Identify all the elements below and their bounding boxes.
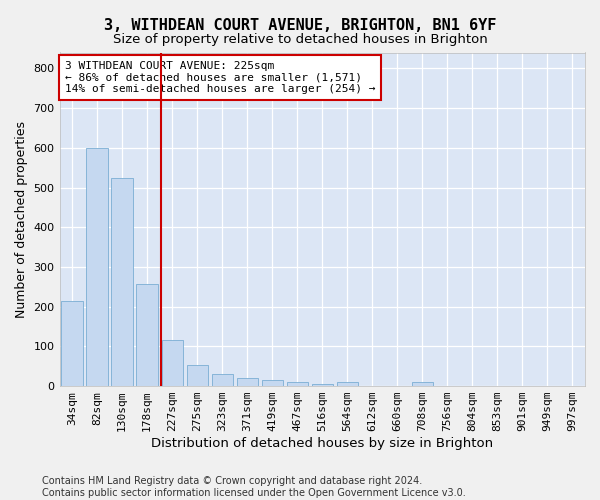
Bar (112, 178, 133, 386)
Bar (412, 382, 433, 386)
Y-axis label: Number of detached properties: Number of detached properties (15, 121, 28, 318)
Bar (61, 300, 83, 386)
X-axis label: Distribution of detached houses by size in Brighton: Distribution of detached houses by size … (151, 437, 493, 450)
Text: Contains HM Land Registry data © Crown copyright and database right 2024.
Contai: Contains HM Land Registry data © Crown c… (42, 476, 466, 498)
Bar (262, 380, 283, 386)
Bar (311, 384, 333, 386)
Bar (236, 378, 258, 386)
Bar (337, 382, 358, 386)
Bar (86, 148, 108, 386)
Text: Size of property relative to detached houses in Brighton: Size of property relative to detached ho… (113, 32, 487, 46)
Bar (136, 284, 158, 386)
Bar (187, 366, 208, 386)
Text: 3, WITHDEAN COURT AVENUE, BRIGHTON, BN1 6YF: 3, WITHDEAN COURT AVENUE, BRIGHTON, BN1 … (104, 18, 496, 32)
Text: 3 WITHDEAN COURT AVENUE: 225sqm
← 86% of detached houses are smaller (1,571)
14%: 3 WITHDEAN COURT AVENUE: 225sqm ← 86% of… (65, 61, 375, 94)
Bar (161, 340, 183, 386)
Bar (287, 382, 308, 386)
Bar (212, 374, 233, 386)
